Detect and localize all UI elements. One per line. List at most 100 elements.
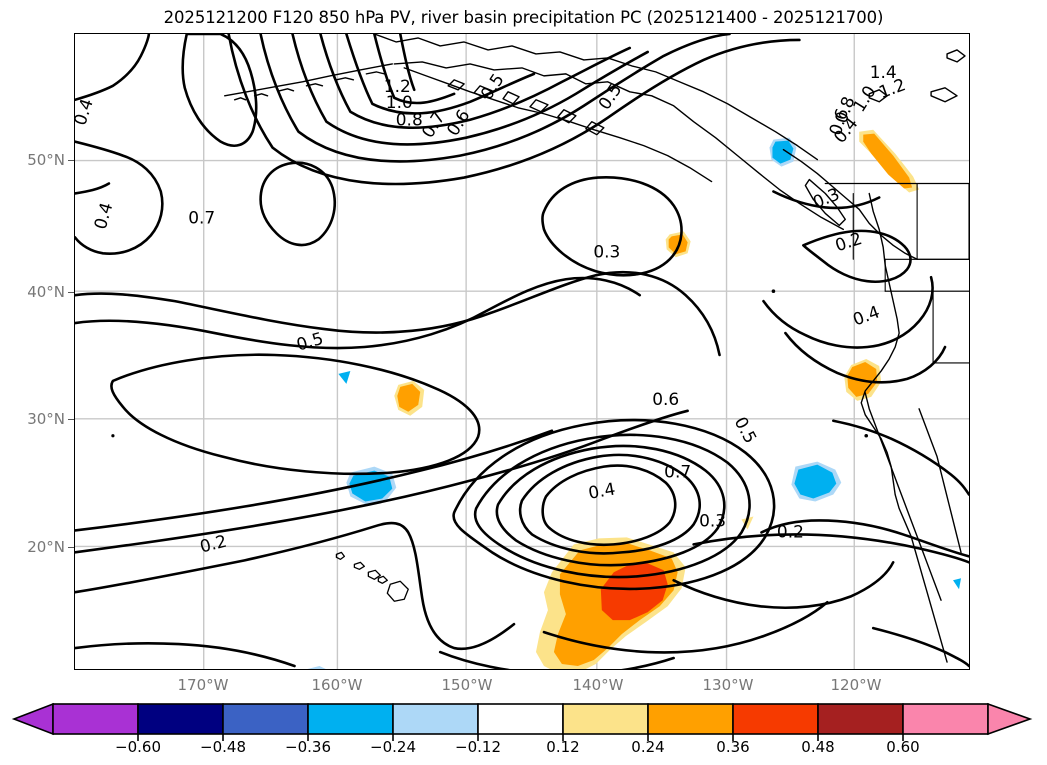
contour-0.7-high [541, 464, 677, 547]
contour-hawaii-trough [75, 521, 516, 651]
coast-us-west [860, 192, 948, 663]
colorbar[interactable]: −0.60 −0.48 −0.36 −0.24 −0.12 0.12 0.24 … [0, 700, 1047, 765]
contour-bottom-left [75, 642, 296, 668]
contour-0.2-coast [802, 229, 912, 283]
xtick-label-140W: 140°W [572, 676, 624, 694]
coast-inland-detail-3 [946, 49, 966, 63]
colorbar-seg-5 [477, 703, 564, 735]
colorbar-tick-label: −0.60 [115, 738, 161, 756]
ytick-mark [68, 547, 74, 549]
contour-0.6-nw [259, 34, 731, 163]
contour-label: 1.4 [870, 62, 897, 82]
contour-1.0-nw [345, 34, 536, 115]
contour-0.7-closed [259, 161, 337, 247]
coast-alaska-interior [403, 67, 713, 183]
colorbar-seg-9 [817, 703, 904, 735]
contour-0.5-nw [227, 34, 801, 186]
colorbar-tick-label: 0.60 [886, 738, 920, 756]
ytick-label-40N: 40°N [27, 283, 65, 301]
coast-hawaii [335, 551, 409, 602]
colorbar-seg-3 [307, 703, 394, 735]
contour-0.2-south [75, 429, 554, 532]
contour-label: 0.7 [664, 462, 691, 482]
contour-label: 0.5 [294, 328, 325, 355]
contour-0.3-southeast [760, 519, 969, 558]
xtick-label-160W: 160°W [311, 676, 363, 694]
contour-label: 0.2 [777, 521, 804, 541]
colorbar-seg-0 [52, 703, 139, 735]
state-borders [852, 182, 969, 364]
shade-ak-cyan [772, 140, 794, 164]
colorbar-segments [11, 702, 1033, 736]
page-title: 2025121200 F120 850 hPa PV, river basin … [163, 8, 884, 27]
xtick-label-130W: 130°W [702, 676, 754, 694]
shade-midlat-orange [397, 383, 421, 412]
contour-label: 1.2 [384, 76, 411, 96]
coast-gulf-california [918, 408, 962, 554]
contour-0.3-coast [772, 190, 881, 210]
contour-bottom-2 [542, 600, 829, 654]
contour-label: 1.0 [386, 92, 413, 112]
contour-0.6-high [518, 453, 701, 555]
contour-label: 0.3 [699, 510, 726, 530]
contour-1.2-nw [373, 34, 456, 105]
contour-bottom-right [871, 626, 969, 668]
colorbar-tick-label: 0.48 [801, 738, 835, 756]
contour-left-edge-1 [75, 34, 151, 102]
colorbar-tick-label: 0.24 [631, 738, 665, 756]
colorbar-seg-6 [562, 703, 649, 735]
contour-label: 0.6 [652, 389, 679, 409]
contour-label: 0.6 [442, 106, 473, 139]
colorbar-svg[interactable] [0, 700, 1047, 765]
contour-1.4-nw [398, 34, 416, 92]
ytick-label-50N: 50°N [27, 151, 65, 169]
contour-upper-left-closed-1 [181, 34, 258, 147]
shade-tiny-cyan-1 [338, 370, 351, 384]
contour-left-edge-2 [75, 182, 111, 195]
contour-label: 0.7 [188, 207, 215, 227]
coast-alaska-north [373, 34, 819, 161]
contour-0.8-nw [319, 34, 632, 130]
ytick-mark [68, 292, 74, 294]
ytick-label-30N: 30°N [27, 410, 65, 428]
shade-bottom-lightblue-1 [307, 666, 326, 669]
xtick-label-170W: 170°W [177, 676, 229, 694]
contour-bottom-1 [672, 561, 895, 609]
coast-alaska-peninsula [393, 61, 844, 231]
contour-0.4-coast-loop [784, 331, 947, 384]
pv-contours-layer [75, 34, 969, 669]
contour-0.4-coast [762, 275, 934, 349]
shade-tiny-cyan-2 [953, 578, 962, 590]
ytick-label-20N: 20°N [27, 538, 65, 556]
shade-bc-orange [863, 133, 913, 189]
colorbar-tick-label: −0.48 [200, 738, 246, 756]
shade-tiny-yellow-1 [741, 516, 754, 530]
coast-bc [782, 148, 918, 260]
colorbar-tick-label: −0.12 [455, 738, 501, 756]
coast-inland-detail-1 [868, 89, 888, 103]
colorbar-seg-7 [647, 703, 734, 735]
contour-0.5-high [495, 444, 726, 567]
contour-label: 0.4 [75, 96, 97, 128]
coast-baja [864, 392, 942, 601]
colorbar-tick-label: 0.12 [546, 738, 580, 756]
colorbar-under-arrow [11, 702, 54, 736]
contour-0.4-high [473, 433, 751, 579]
colorbar-seg-2 [222, 703, 309, 735]
coast-vancouver-island [804, 178, 846, 227]
contour-label: 0.4 [587, 478, 617, 502]
shade-offshore-cyan [794, 464, 837, 499]
contour-0.3-closed-loop [541, 176, 683, 277]
colorbar-seg-4 [392, 703, 479, 735]
coast-inland-detail-2 [930, 87, 958, 103]
map-canvas: 0.4 0.4 0.7 1.2 1.0 0.8 0.7 0.6 0.5 0.5 … [75, 34, 969, 669]
ytick-mark [68, 419, 74, 421]
map-plot-area[interactable]: 0.4 0.4 0.7 1.2 1.0 0.8 0.7 0.6 0.5 0.5 … [74, 33, 970, 670]
coast-aleutian-dots [233, 71, 386, 101]
contour-0.4-left [75, 140, 164, 255]
xtick-label-120W: 120°W [830, 676, 882, 694]
colorbar-seg-1 [137, 703, 224, 735]
contour-label: 0.3 [593, 241, 620, 261]
contour-bottom-3 [438, 650, 675, 669]
shade-hawaii-cyan [349, 470, 393, 502]
